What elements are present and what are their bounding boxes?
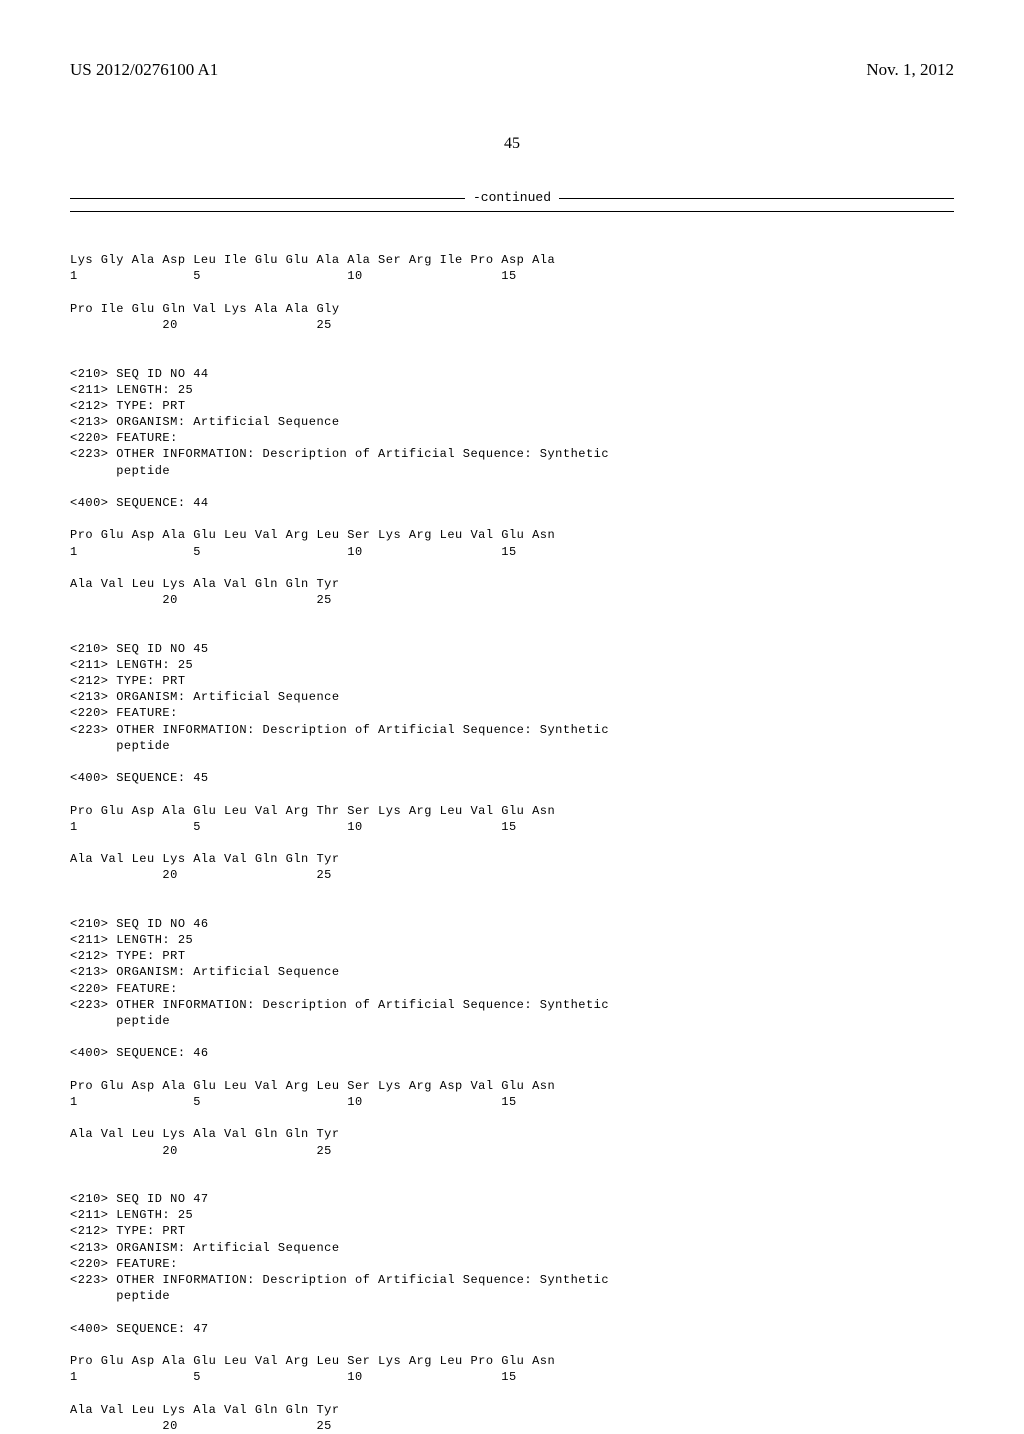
continued-divider: -continued [70, 188, 954, 206]
seq-header: <223> OTHER INFORMATION: Description of … [70, 447, 609, 461]
seq-line: Ala Val Leu Lys Ala Val Gln Gln Tyr [70, 1403, 340, 1417]
seq-header: <400> SEQUENCE: 44 [70, 496, 209, 510]
seq-header: <400> SEQUENCE: 45 [70, 771, 209, 785]
page-header: US 2012/0276100 A1 Nov. 1, 2012 [70, 60, 954, 80]
seq-header: <213> ORGANISM: Artificial Sequence [70, 965, 340, 979]
seq-header: peptide [70, 464, 170, 478]
seq-line: Pro Ile Glu Gln Val Lys Ala Ala Gly [70, 302, 340, 316]
seq-header: <212> TYPE: PRT [70, 674, 186, 688]
seq-header: <213> ORGANISM: Artificial Sequence [70, 415, 340, 429]
seq-line: Pro Glu Asp Ala Glu Leu Val Arg Leu Ser … [70, 1354, 555, 1368]
seq-header: <212> TYPE: PRT [70, 399, 186, 413]
seq-header: <211> LENGTH: 25 [70, 933, 193, 947]
seq-header: <211> LENGTH: 25 [70, 1208, 193, 1222]
seq-header: <211> LENGTH: 25 [70, 383, 193, 397]
seq-header: <220> FEATURE: [70, 1257, 178, 1271]
seq-header: <220> FEATURE: [70, 431, 178, 445]
publication-number: US 2012/0276100 A1 [70, 60, 218, 80]
seq-header: <220> FEATURE: [70, 982, 178, 996]
seq-header: <210> SEQ ID NO 45 [70, 642, 209, 656]
continued-label: -continued [465, 190, 559, 205]
seq-header: <210> SEQ ID NO 47 [70, 1192, 209, 1206]
seq-line: Lys Gly Ala Asp Leu Ile Glu Glu Ala Ala … [70, 253, 555, 267]
seq-positions: 1 5 10 15 [70, 269, 517, 283]
seq-positions: 20 25 [70, 593, 332, 607]
seq-positions: 1 5 10 15 [70, 1095, 517, 1109]
seq-header: peptide [70, 1014, 170, 1028]
seq-header: <210> SEQ ID NO 46 [70, 917, 209, 931]
seq-line: Pro Glu Asp Ala Glu Leu Val Arg Leu Ser … [70, 1079, 555, 1093]
sequence-listing: Lys Gly Ala Asp Leu Ile Glu Glu Ala Ala … [70, 236, 954, 1434]
seq-header: <212> TYPE: PRT [70, 949, 186, 963]
seq-header: <223> OTHER INFORMATION: Description of … [70, 1273, 609, 1287]
seq-line: Ala Val Leu Lys Ala Val Gln Gln Tyr [70, 852, 340, 866]
seq-line: Ala Val Leu Lys Ala Val Gln Gln Tyr [70, 1127, 340, 1141]
publication-date: Nov. 1, 2012 [866, 60, 954, 80]
seq-header: peptide [70, 739, 170, 753]
page-number: 45 [70, 135, 954, 153]
seq-header: <223> OTHER INFORMATION: Description of … [70, 998, 609, 1012]
seq-positions: 1 5 10 15 [70, 1370, 517, 1384]
seq-positions: 20 25 [70, 1144, 332, 1158]
seq-header: <213> ORGANISM: Artificial Sequence [70, 690, 340, 704]
seq-positions: 1 5 10 15 [70, 545, 517, 559]
seq-header: <223> OTHER INFORMATION: Description of … [70, 723, 609, 737]
seq-header: <211> LENGTH: 25 [70, 658, 193, 672]
seq-header: <400> SEQUENCE: 46 [70, 1046, 209, 1060]
seq-line: Pro Glu Asp Ala Glu Leu Val Arg Thr Ser … [70, 804, 555, 818]
seq-positions: 1 5 10 15 [70, 820, 517, 834]
seq-header: peptide [70, 1289, 170, 1303]
seq-header: <212> TYPE: PRT [70, 1224, 186, 1238]
seq-positions: 20 25 [70, 1419, 332, 1433]
divider-line [70, 211, 954, 212]
seq-header: <220> FEATURE: [70, 706, 178, 720]
seq-header: <210> SEQ ID NO 44 [70, 367, 209, 381]
seq-positions: 20 25 [70, 318, 332, 332]
seq-positions: 20 25 [70, 868, 332, 882]
seq-header: <400> SEQUENCE: 47 [70, 1322, 209, 1336]
seq-header: <213> ORGANISM: Artificial Sequence [70, 1241, 340, 1255]
seq-line: Pro Glu Asp Ala Glu Leu Val Arg Leu Ser … [70, 528, 555, 542]
seq-line: Ala Val Leu Lys Ala Val Gln Gln Tyr [70, 577, 340, 591]
